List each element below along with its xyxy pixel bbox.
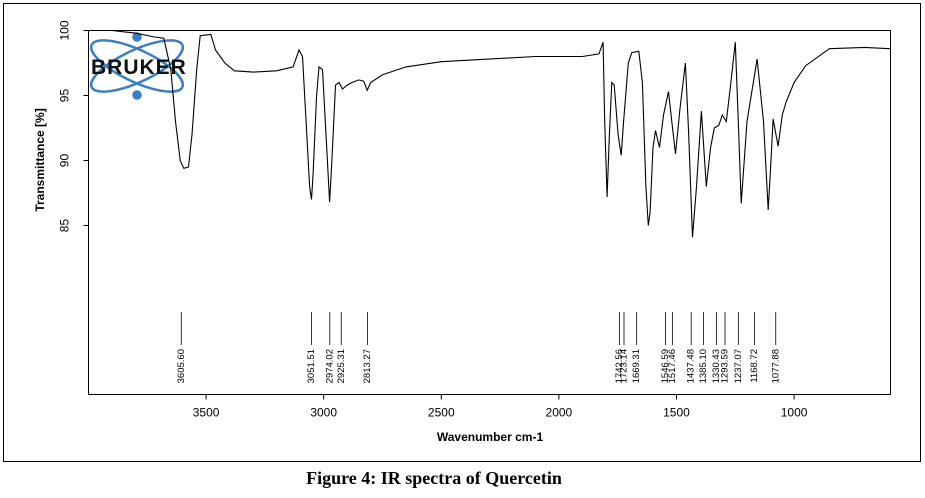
peak-label: 1293.59 xyxy=(720,349,731,383)
peak-label: 1330.43 xyxy=(711,349,722,383)
x-tick-label: 2000 xyxy=(546,406,573,420)
x-tick-label: 1500 xyxy=(663,406,690,420)
y-tick-label: 85 xyxy=(58,219,72,233)
peak-label: 1077.88 xyxy=(770,349,781,383)
peak-label: 1168.72 xyxy=(749,349,760,383)
peak-label: 1742.56 xyxy=(614,349,625,383)
plot-border xyxy=(88,30,891,395)
peak-label: 1723.14 xyxy=(619,349,630,383)
figure-border xyxy=(3,3,921,462)
y-tick-label: 100 xyxy=(58,20,72,40)
peak-label: 1669.31 xyxy=(631,349,642,383)
figure-caption: Figure 4: IR spectra of Quercetin xyxy=(306,468,562,488)
x-tick-label: 3000 xyxy=(310,406,337,420)
peak-label: 2925.31 xyxy=(336,349,347,383)
x-tick-label: 2500 xyxy=(428,406,455,420)
peak-label: 2813.27 xyxy=(362,349,373,383)
peak-label: 2974.02 xyxy=(324,349,335,383)
y-axis-label: Transmittance [%] xyxy=(33,108,47,211)
x-tick-label: 3500 xyxy=(193,406,220,420)
peak-label: 1517.46 xyxy=(667,349,678,383)
peak-label: 1237.07 xyxy=(733,349,744,383)
x-tick-label: 1000 xyxy=(781,406,808,420)
logo: BRUKER xyxy=(91,56,187,79)
peak-label: 3605.60 xyxy=(176,349,187,383)
y-tick-label: 95 xyxy=(58,89,72,103)
x-axis-label: Wavenumber cm-1 xyxy=(437,430,544,444)
y-tick-label: 90 xyxy=(58,154,72,168)
peak-label: 1546.59 xyxy=(660,349,671,383)
peak-label: 1385.10 xyxy=(698,349,709,383)
spectrum-line xyxy=(88,29,891,238)
peak-label: 1437.48 xyxy=(686,349,697,383)
logo-orbits xyxy=(89,32,185,100)
peak-label: 3051.51 xyxy=(306,349,317,383)
